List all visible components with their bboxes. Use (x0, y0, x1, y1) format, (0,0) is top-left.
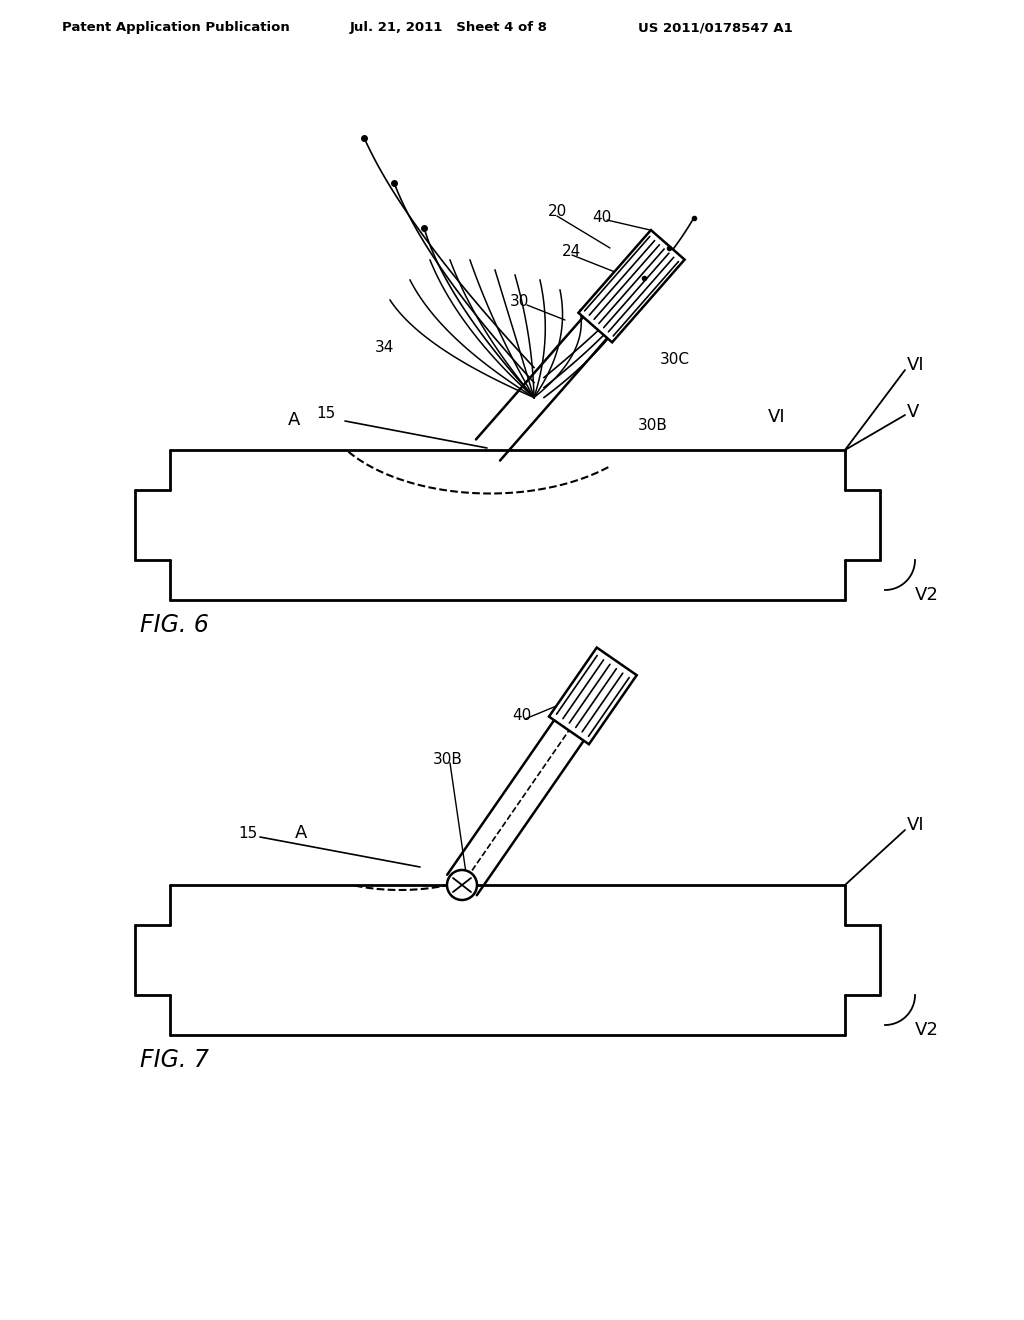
Text: Patent Application Publication: Patent Application Publication (62, 21, 290, 34)
Text: 40: 40 (592, 210, 611, 224)
Text: Jul. 21, 2011   Sheet 4 of 8: Jul. 21, 2011 Sheet 4 of 8 (350, 21, 548, 34)
Text: VI: VI (768, 408, 785, 426)
Text: A: A (288, 411, 300, 429)
Text: V2: V2 (915, 586, 939, 605)
Text: US 2011/0178547 A1: US 2011/0178547 A1 (638, 21, 793, 34)
Text: V: V (907, 403, 920, 421)
Text: 30: 30 (510, 294, 529, 309)
Text: 15: 15 (238, 825, 257, 841)
Text: 30B: 30B (638, 417, 668, 433)
Text: 24: 24 (562, 244, 582, 260)
Text: 40: 40 (512, 708, 531, 722)
Text: V2: V2 (915, 1020, 939, 1039)
Circle shape (447, 870, 477, 900)
Text: FIG. 7: FIG. 7 (140, 1048, 209, 1072)
Polygon shape (579, 230, 685, 342)
Text: 30B: 30B (433, 752, 463, 767)
Text: VI: VI (907, 356, 925, 374)
Text: 15: 15 (316, 407, 335, 421)
Text: 30C: 30C (660, 352, 690, 367)
Text: 34: 34 (375, 341, 394, 355)
Text: A: A (295, 824, 307, 842)
Text: VI: VI (907, 816, 925, 834)
Polygon shape (549, 648, 637, 744)
Text: FIG. 6: FIG. 6 (140, 612, 209, 638)
Text: 20: 20 (548, 205, 567, 219)
